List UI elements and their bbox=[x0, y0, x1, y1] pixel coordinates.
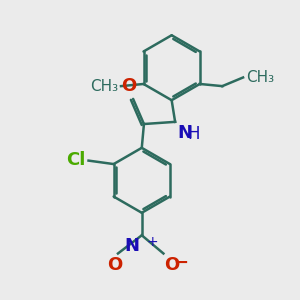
Text: O: O bbox=[121, 76, 136, 94]
Text: O: O bbox=[107, 256, 122, 274]
Text: Cl: Cl bbox=[67, 151, 86, 169]
Text: N: N bbox=[124, 237, 139, 255]
Text: +: + bbox=[146, 235, 158, 249]
Text: −: − bbox=[173, 254, 188, 272]
Text: CH₃: CH₃ bbox=[90, 79, 118, 94]
Text: CH₃: CH₃ bbox=[246, 70, 274, 85]
Text: O: O bbox=[164, 256, 179, 274]
Text: N: N bbox=[177, 124, 192, 142]
Text: H: H bbox=[187, 125, 200, 143]
